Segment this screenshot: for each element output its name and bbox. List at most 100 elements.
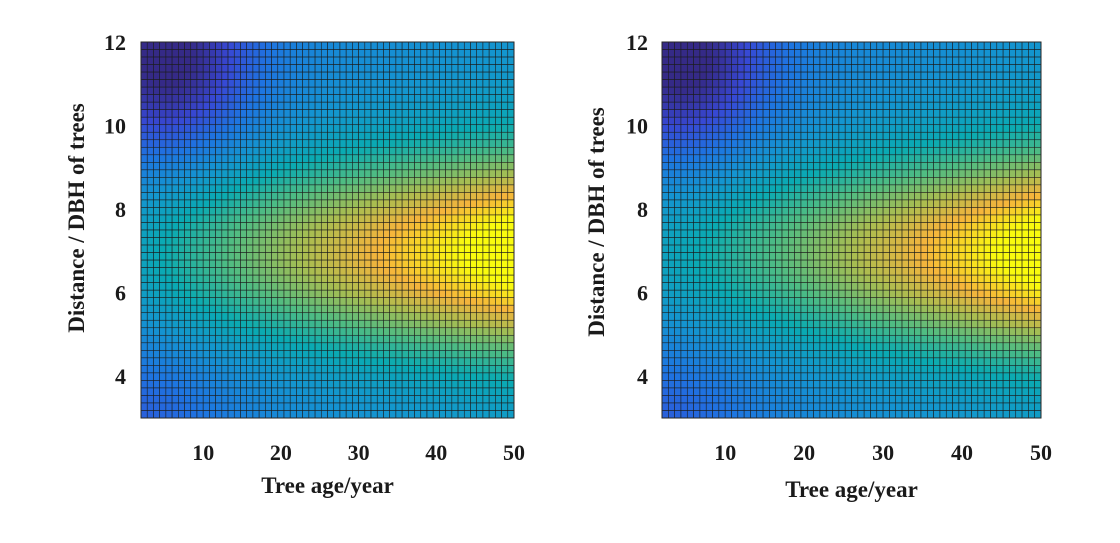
heatmap-cell	[339, 109, 347, 118]
heatmap-cell	[990, 222, 998, 231]
heatmap-cell	[209, 192, 216, 201]
heatmap-cell	[215, 282, 223, 291]
heatmap-cell	[863, 199, 871, 208]
heatmap-cell	[302, 184, 310, 193]
heatmap-cell	[389, 169, 397, 178]
heatmap-cell	[806, 56, 814, 65]
heatmap-cell	[420, 327, 428, 336]
heatmap-cell	[308, 56, 316, 65]
heatmap-cell	[271, 199, 279, 208]
heatmap-cell	[395, 56, 403, 65]
heatmap-cell	[190, 139, 198, 148]
heatmap-cell	[439, 124, 446, 133]
heatmap-cell	[1034, 131, 1042, 141]
heatmap-cell	[240, 252, 248, 261]
heatmap-cell	[851, 184, 859, 193]
heatmap-cell	[731, 252, 739, 261]
heatmap-cell	[482, 372, 490, 381]
heatmap-cell	[1021, 252, 1029, 261]
heatmap-cell	[1021, 56, 1029, 65]
heatmap-cell	[819, 116, 827, 126]
heatmap-cell	[240, 237, 248, 246]
heatmap-cell	[977, 214, 985, 223]
heatmap-cell	[705, 131, 713, 141]
heatmap-cell	[857, 86, 865, 95]
heatmap-cell	[832, 192, 840, 201]
heatmap-cell	[851, 101, 859, 111]
heatmap-cell	[146, 244, 154, 253]
heatmap-cell	[165, 86, 173, 95]
heatmap-cell	[680, 131, 688, 141]
heatmap-cell	[283, 109, 291, 118]
heatmap-cell	[352, 184, 359, 193]
heatmap-cell	[806, 192, 814, 201]
heatmap-cell	[221, 267, 229, 276]
heatmap-cell	[383, 207, 391, 216]
heatmap-cell	[895, 101, 903, 111]
heatmap-cell	[171, 184, 179, 193]
heatmap-cell	[939, 116, 947, 126]
heatmap-cell	[451, 154, 459, 163]
heatmap-cell	[952, 169, 960, 178]
heatmap-cell	[190, 222, 198, 231]
heatmap-cell	[958, 214, 966, 223]
heatmap-cell	[146, 79, 154, 88]
heatmap-cell	[445, 56, 453, 65]
heatmap-cell	[775, 124, 783, 133]
heatmap-cell	[844, 169, 852, 178]
heatmap-cell	[277, 282, 285, 291]
heatmap-cell	[320, 199, 328, 208]
heatmap-cell	[283, 274, 291, 283]
heatmap-cell	[806, 282, 814, 291]
heatmap-cell	[314, 229, 322, 238]
heatmap-cell	[246, 169, 254, 178]
heatmap-cell	[302, 289, 310, 299]
heatmap-cell	[996, 199, 1004, 208]
heatmap-cell	[800, 244, 808, 253]
heatmap-cell	[389, 395, 397, 404]
heatmap-cell	[159, 350, 167, 359]
heatmap-cell	[252, 154, 260, 163]
heatmap-cell	[296, 274, 303, 283]
heatmap-cell	[819, 259, 827, 268]
heatmap-cell	[451, 109, 459, 118]
heatmap-cell	[296, 267, 303, 276]
heatmap-cell	[426, 237, 434, 246]
heatmap-cell	[240, 259, 248, 268]
heatmap-cell	[750, 207, 758, 216]
heatmap-cell	[482, 146, 490, 156]
heatmap-cell	[233, 274, 241, 283]
heatmap-cell	[863, 146, 871, 156]
heatmap-cell	[832, 282, 840, 291]
heatmap-cell	[832, 259, 840, 268]
heatmap-cell	[775, 162, 783, 171]
heatmap-cell	[140, 177, 148, 186]
heatmap-cell	[345, 131, 353, 141]
heatmap-cell	[495, 327, 502, 336]
heatmap-cell	[737, 207, 745, 216]
heatmap-cell	[501, 297, 509, 306]
heatmap-cell	[364, 410, 372, 419]
heatmap-cell	[345, 312, 353, 321]
heatmap-cell	[227, 267, 235, 276]
heatmap-cell	[364, 131, 372, 141]
heatmap-cell	[376, 64, 384, 73]
heatmap-cell	[680, 177, 688, 186]
heatmap-cell	[775, 229, 783, 238]
heatmap-cell	[159, 162, 167, 171]
heatmap-cell	[159, 169, 167, 178]
heatmap-cell	[153, 267, 160, 276]
heatmap-cell	[439, 327, 446, 336]
heatmap-cell	[501, 342, 509, 351]
heatmap-cell	[376, 146, 384, 156]
heatmap-cell	[832, 131, 840, 141]
heatmap-cell	[376, 334, 384, 344]
heatmap-cell	[345, 64, 353, 73]
heatmap-cell	[358, 229, 366, 238]
heatmap-cell	[457, 146, 465, 156]
heatmap-cell	[240, 244, 248, 253]
heatmap-cell	[432, 327, 440, 336]
heatmap-cell	[140, 274, 148, 283]
heatmap-cell	[240, 214, 248, 223]
heatmap-cell	[271, 395, 279, 404]
